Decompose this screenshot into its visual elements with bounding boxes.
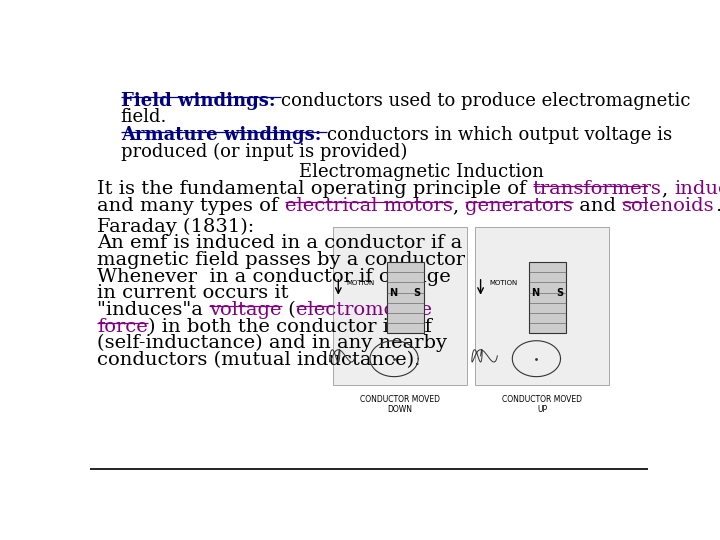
Text: CONDUCTOR MOVED: CONDUCTOR MOVED: [360, 395, 440, 404]
Text: N: N: [390, 288, 397, 299]
Text: inductors: inductors: [674, 180, 720, 198]
Text: generators: generators: [465, 197, 572, 215]
Text: An emf is induced in a conductor if a: An emf is induced in a conductor if a: [97, 234, 462, 252]
Text: It is the fundamental operating principle of: It is the fundamental operating principl…: [97, 180, 533, 198]
Text: UP: UP: [537, 405, 547, 414]
Text: produced (or input is provided): produced (or input is provided): [121, 143, 407, 161]
Text: ,: ,: [662, 180, 674, 198]
Bar: [387, 262, 424, 333]
Text: "induces"a: "induces"a: [97, 301, 210, 319]
Text: MOTION: MOTION: [347, 280, 375, 286]
Text: (: (: [282, 301, 296, 319]
Text: ,: ,: [452, 197, 465, 215]
Text: conductors used to produce electromagnetic: conductors used to produce electromagnet…: [282, 92, 691, 110]
Text: transformers: transformers: [533, 180, 662, 198]
Text: voltage: voltage: [210, 301, 282, 319]
Text: MOTION: MOTION: [489, 280, 517, 286]
Bar: [333, 227, 467, 385]
Text: DOWN: DOWN: [387, 405, 412, 414]
Bar: [475, 227, 609, 385]
Text: and: and: [572, 197, 622, 215]
Text: Armature windings:: Armature windings:: [121, 126, 328, 144]
Text: Field windings:: Field windings:: [121, 92, 282, 110]
Text: electromotive: electromotive: [296, 301, 432, 319]
Text: and many types of: and many types of: [97, 197, 284, 215]
Text: Faraday (1831):: Faraday (1831):: [97, 218, 254, 236]
Text: CONDUCTOR MOVED: CONDUCTOR MOVED: [502, 395, 582, 404]
Text: S: S: [414, 288, 420, 299]
Text: Whenever  in a conductor if change: Whenever in a conductor if change: [97, 268, 451, 286]
Text: N: N: [531, 288, 539, 299]
Text: conductors (mutual inductance).: conductors (mutual inductance).: [97, 351, 420, 369]
Text: in current occurs it: in current occurs it: [97, 285, 289, 302]
Text: conductors in which output voltage is: conductors in which output voltage is: [328, 126, 672, 144]
Text: solenoids: solenoids: [622, 197, 715, 215]
Bar: [528, 262, 567, 333]
Text: ) in both the conductor itself: ) in both the conductor itself: [148, 318, 432, 335]
Text: magnetic field passes by a conductor: magnetic field passes by a conductor: [97, 251, 465, 269]
Text: force: force: [97, 318, 148, 335]
Text: S: S: [556, 288, 563, 299]
Text: field.: field.: [121, 109, 167, 126]
Text: Electromagnetic Induction: Electromagnetic Induction: [300, 163, 544, 180]
Text: .: .: [715, 197, 720, 215]
Text: electrical motors: electrical motors: [284, 197, 452, 215]
Text: (self-inductance) and in any nearby: (self-inductance) and in any nearby: [97, 334, 447, 353]
